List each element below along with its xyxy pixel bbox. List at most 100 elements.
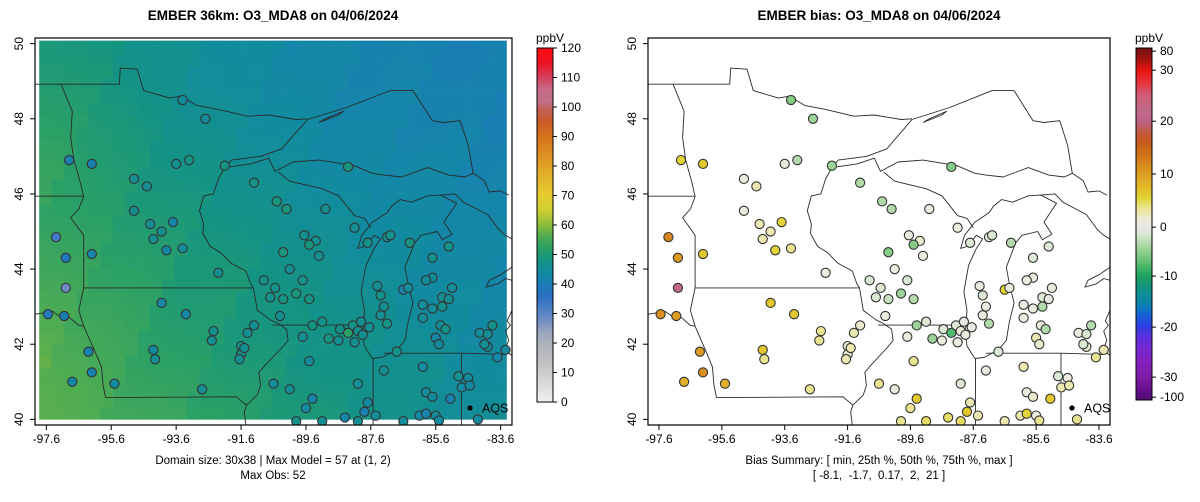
station-dot xyxy=(297,275,308,286)
station-dot xyxy=(404,237,415,248)
station-dot xyxy=(248,320,260,331)
outline-isle_royale xyxy=(318,110,344,123)
station-dot xyxy=(880,310,891,322)
outline-ia_mo_border xyxy=(105,396,248,425)
station-dot xyxy=(920,416,932,425)
station-dot xyxy=(889,384,900,395)
outline-st_marys xyxy=(1072,172,1108,196)
station-dot xyxy=(955,416,966,425)
y-axis-tick-label: 42 xyxy=(625,337,639,351)
colorbar-tick-label: 60 xyxy=(561,218,575,232)
x-axis-tick-label: -87.6 xyxy=(357,432,385,446)
station-dot xyxy=(370,410,381,421)
station-dot xyxy=(60,282,71,294)
station-dot xyxy=(381,318,393,329)
station-dot xyxy=(927,333,938,344)
station-dot xyxy=(213,267,224,278)
station-dot xyxy=(655,309,666,320)
y-axis-tick-label: 46 xyxy=(12,187,26,201)
station-dot xyxy=(1090,352,1102,363)
station-dot xyxy=(840,354,852,365)
station-dot xyxy=(854,177,866,188)
station-dot xyxy=(446,282,458,294)
model-station-dots xyxy=(42,94,511,425)
station-dot xyxy=(1043,293,1054,305)
station-dot xyxy=(1027,391,1039,402)
outline-sd_ne_missouri_river xyxy=(35,311,107,398)
station-dot xyxy=(960,329,971,340)
station-dot xyxy=(128,205,140,216)
station-dot xyxy=(908,293,919,305)
station-dot xyxy=(779,158,790,170)
station-dot xyxy=(1027,252,1039,263)
station-dot xyxy=(440,324,451,335)
colorbar-tick-label: 30 xyxy=(561,307,575,321)
station-dot xyxy=(67,376,78,387)
station-dot xyxy=(1034,339,1045,350)
state-and-lake-outlines xyxy=(648,67,1110,425)
station-dot xyxy=(349,337,360,348)
model-raster xyxy=(39,40,507,420)
station-dot xyxy=(993,346,1004,357)
bias-panel-title: EMBER bias: O3_MDA8 on 04/06/2024 xyxy=(757,8,1001,23)
x-axis-tick-label: -85.6 xyxy=(422,432,450,446)
outline-mn_west_border xyxy=(60,84,85,288)
outline-huron_mi_shore xyxy=(463,201,512,240)
station-dot xyxy=(1037,301,1048,312)
station-dot xyxy=(917,250,929,262)
station-dot xyxy=(417,312,428,324)
outline-saginaw_bay xyxy=(485,266,512,288)
colorbar-units-label: ppbV xyxy=(1135,31,1163,45)
station-dot xyxy=(895,288,907,299)
outline-sd_ne_missouri_river xyxy=(648,311,717,398)
station-dot xyxy=(873,378,885,389)
station-dot xyxy=(375,310,386,321)
outline-huron_mi_shore xyxy=(1062,201,1110,240)
outline-st_marys xyxy=(472,172,510,196)
outline-big_sioux_river xyxy=(689,287,696,327)
model-caption-line1: Domain size: 30x38 | Max Model = 57 at (… xyxy=(155,455,391,467)
station-dot xyxy=(886,203,897,215)
station-dot xyxy=(206,335,217,346)
bias-caption-line2: [ -8.1, -1.7, 0.17, 2, 21 ] xyxy=(812,470,946,482)
station-dot xyxy=(972,410,984,421)
station-dot xyxy=(694,346,706,357)
station-dot xyxy=(814,335,825,346)
station-dot xyxy=(889,263,900,275)
station-dot xyxy=(167,216,179,228)
station-dot xyxy=(788,309,800,320)
station-dot xyxy=(1085,320,1097,331)
station-dot xyxy=(958,316,970,327)
bias-map-layer xyxy=(648,67,1110,425)
station-dot xyxy=(149,354,161,365)
x-axis-tick-label: -95.6 xyxy=(98,432,126,446)
station-dot xyxy=(876,196,888,207)
station-dot xyxy=(1078,339,1089,350)
station-dot xyxy=(1004,282,1015,294)
aqs-legend-marker xyxy=(467,405,473,411)
station-dot xyxy=(265,292,276,303)
station-dot xyxy=(946,161,957,173)
station-dot xyxy=(145,218,156,230)
station-dot xyxy=(86,158,97,170)
station-dot xyxy=(333,335,344,346)
station-dot xyxy=(417,361,428,372)
station-dot xyxy=(391,346,402,357)
station-dot xyxy=(1071,414,1083,425)
station-dot xyxy=(339,412,351,423)
station-dot xyxy=(433,339,445,350)
x-axis-tick-label: -97.6 xyxy=(645,432,673,446)
station-dot xyxy=(1081,328,1092,340)
station-dot xyxy=(342,327,354,339)
model-caption-line2: Max Obs: 52 xyxy=(240,470,306,482)
station-dot xyxy=(307,393,318,404)
station-dot xyxy=(171,158,182,170)
station-dot xyxy=(183,154,195,166)
station-dot xyxy=(375,290,386,301)
aqs-legend-label: AQS xyxy=(482,402,508,416)
station-dot xyxy=(284,384,295,395)
station-dot xyxy=(156,226,167,237)
station-dot xyxy=(1021,275,1032,286)
station-dot xyxy=(420,408,432,419)
